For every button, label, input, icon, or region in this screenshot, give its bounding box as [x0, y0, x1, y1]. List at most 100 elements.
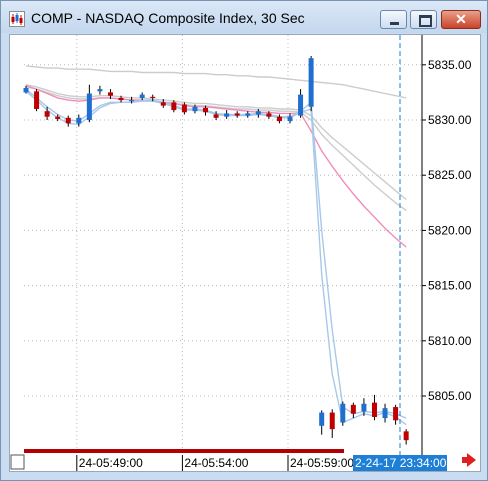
candle-body	[181, 104, 187, 113]
candle	[160, 99, 166, 108]
moving-average-line	[25, 84, 407, 201]
candle	[203, 105, 209, 116]
candle	[276, 114, 282, 124]
candle-body	[171, 102, 177, 111]
moving-average-line	[25, 90, 407, 426]
candle	[340, 401, 346, 426]
candle-body	[298, 94, 304, 116]
horizontal-scrollbar[interactable]	[24, 449, 344, 453]
candle-body	[350, 404, 356, 414]
candle-body	[160, 102, 166, 106]
candle	[171, 100, 177, 113]
candle-body	[287, 116, 293, 122]
cursor-time-label-bg	[353, 455, 447, 471]
y-tick-label: 5820.00	[428, 223, 472, 237]
scroll-corner-box[interactable]	[10, 454, 25, 470]
candle	[308, 55, 314, 112]
maximize-button[interactable]	[410, 10, 437, 29]
candle-body	[192, 106, 198, 112]
y-tick-label: 5815.00	[428, 279, 472, 293]
candle	[55, 114, 61, 122]
close-icon: ✕	[455, 11, 467, 27]
candle	[76, 114, 82, 127]
candle	[287, 113, 293, 124]
chart-app-icon	[9, 11, 25, 27]
candle	[213, 111, 219, 121]
candle-body	[371, 402, 377, 417]
candle-body	[129, 100, 135, 102]
moving-average-line	[25, 85, 407, 248]
candles	[23, 55, 409, 445]
candle-body	[139, 94, 145, 98]
minimize-button[interactable]	[380, 10, 407, 29]
candle-body	[23, 87, 29, 93]
candle-body	[340, 403, 346, 423]
candle	[361, 398, 367, 416]
candle	[245, 111, 251, 118]
x-axis: 24-05:49:00 24-05:54:00 24-05:59:00	[76, 455, 354, 471]
moving-average-line	[25, 65, 407, 99]
moving-average-line	[25, 86, 407, 212]
x-tick-label: 24-05:54:00	[184, 456, 248, 470]
x-tick-label: 24-05:49:00	[79, 456, 143, 470]
candle	[129, 96, 135, 104]
candle	[350, 402, 356, 419]
candle	[23, 85, 29, 94]
candle	[393, 404, 399, 425]
candle-body	[329, 412, 335, 430]
candle	[382, 403, 388, 423]
candle-body	[255, 111, 261, 115]
candle	[139, 92, 145, 101]
candle	[97, 85, 103, 95]
candle-body	[65, 117, 71, 124]
candle	[224, 110, 230, 119]
candle	[329, 409, 335, 438]
candle	[150, 94, 156, 102]
candle-body	[234, 113, 240, 116]
candle-body	[308, 58, 314, 107]
candle-body	[403, 431, 409, 441]
window-title: COMP - NASDAQ Composite Index, 30 Sec	[31, 10, 305, 26]
candle-body	[34, 91, 40, 109]
candle	[371, 394, 377, 421]
moving-average-line	[25, 88, 407, 419]
candle-body	[361, 403, 367, 412]
y-tick-label: 5810.00	[428, 334, 472, 348]
title-bar[interactable]: COMP - NASDAQ Composite Index, 30 Sec ✕	[1, 1, 487, 33]
candle-body	[319, 412, 325, 426]
y-tick-label: 5835.00	[428, 58, 472, 72]
candle	[65, 115, 71, 127]
candle-body	[393, 407, 399, 421]
candle-body	[97, 89, 103, 92]
close-button[interactable]: ✕	[441, 10, 481, 29]
scroll-right-arrow-icon[interactable]	[462, 453, 476, 467]
candle-body	[224, 113, 230, 117]
candle	[298, 89, 304, 118]
candle	[234, 111, 240, 118]
candle	[107, 89, 113, 100]
candle-body	[86, 93, 92, 121]
candle	[319, 410, 325, 435]
candle	[118, 95, 124, 103]
candle	[44, 106, 50, 121]
y-tick-label: 5830.00	[428, 113, 472, 127]
candle-body	[55, 116, 61, 119]
candle-body	[44, 111, 50, 117]
maximize-icon	[419, 15, 432, 27]
minimize-icon	[390, 22, 399, 25]
candle	[34, 89, 40, 112]
price-chart[interactable]: 5835.00 5830.00 5825.00 5820.00 5815.00 5810.…	[10, 35, 480, 471]
candle-body	[245, 113, 251, 116]
cursor-time-label: 2-24-17 23:34:00	[355, 456, 447, 470]
candle-body	[107, 92, 113, 96]
candle-body	[266, 113, 272, 117]
y-axis: 5835.00 5830.00 5825.00 5820.00 5815.00 5810.…	[422, 58, 472, 403]
candle-body	[150, 96, 156, 98]
candle-body	[76, 117, 82, 124]
candle	[403, 429, 409, 445]
candle-body	[276, 116, 282, 122]
y-tick-label: 5805.00	[428, 389, 472, 403]
chart-area[interactable]: 5835.00 5830.00 5825.00 5820.00 5815.00 5810.…	[9, 34, 481, 472]
x-tick-label: 24-05:59:00	[290, 456, 354, 470]
